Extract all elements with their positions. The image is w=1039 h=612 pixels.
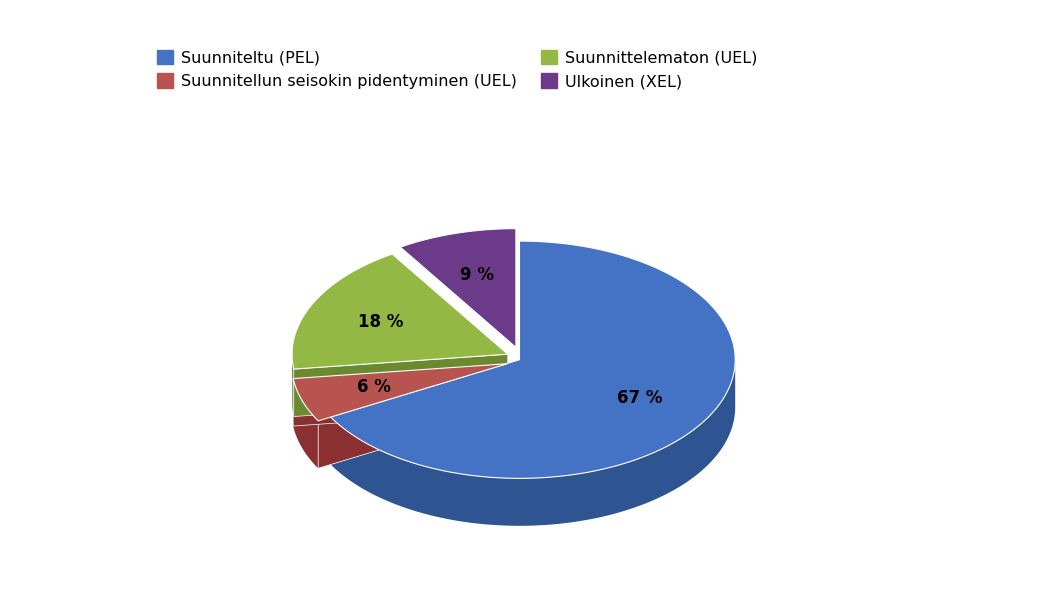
Text: 9 %: 9 %	[460, 266, 494, 284]
Polygon shape	[318, 364, 507, 468]
Polygon shape	[330, 362, 736, 526]
Polygon shape	[293, 364, 507, 426]
Text: 6 %: 6 %	[357, 378, 391, 396]
Text: 67 %: 67 %	[617, 389, 663, 407]
Polygon shape	[293, 379, 318, 468]
Polygon shape	[330, 360, 520, 465]
Polygon shape	[294, 354, 508, 417]
Polygon shape	[400, 229, 516, 347]
Polygon shape	[293, 364, 507, 421]
Text: 18 %: 18 %	[358, 313, 403, 331]
Legend: Suunniteltu (PEL), Suunnitellun seisokin pidentyminen (UEL), Suunnittelematon (U: Suunniteltu (PEL), Suunnitellun seisokin…	[152, 45, 762, 94]
Polygon shape	[292, 354, 294, 417]
Polygon shape	[330, 241, 736, 479]
Polygon shape	[292, 254, 508, 369]
